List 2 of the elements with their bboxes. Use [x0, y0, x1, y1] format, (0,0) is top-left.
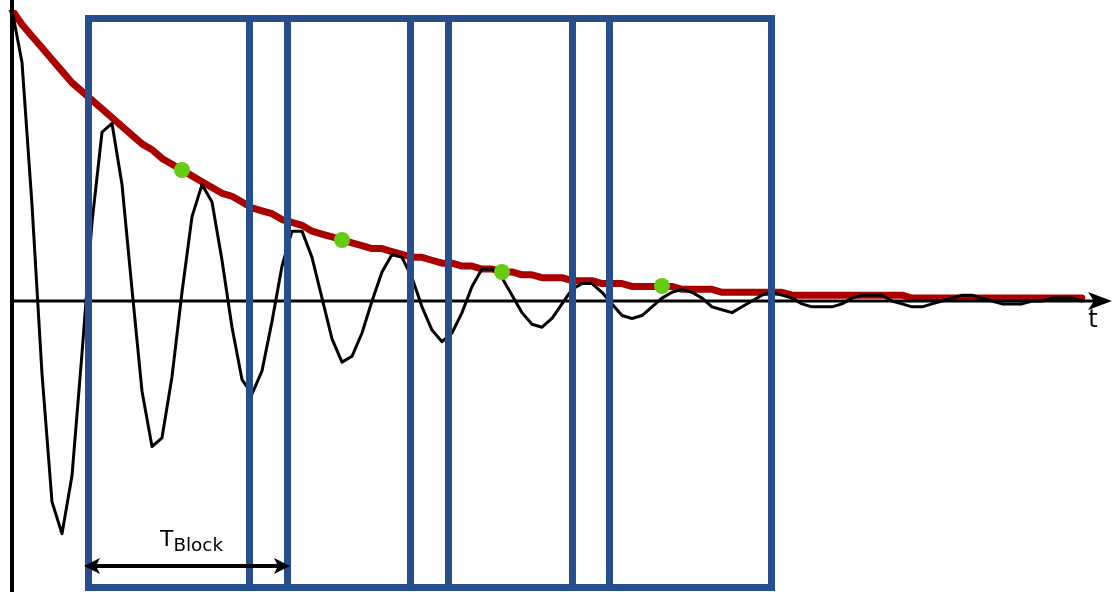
x-axis-title: t [1088, 305, 1098, 334]
annotation: T$_{Block}$ [160, 526, 224, 556]
